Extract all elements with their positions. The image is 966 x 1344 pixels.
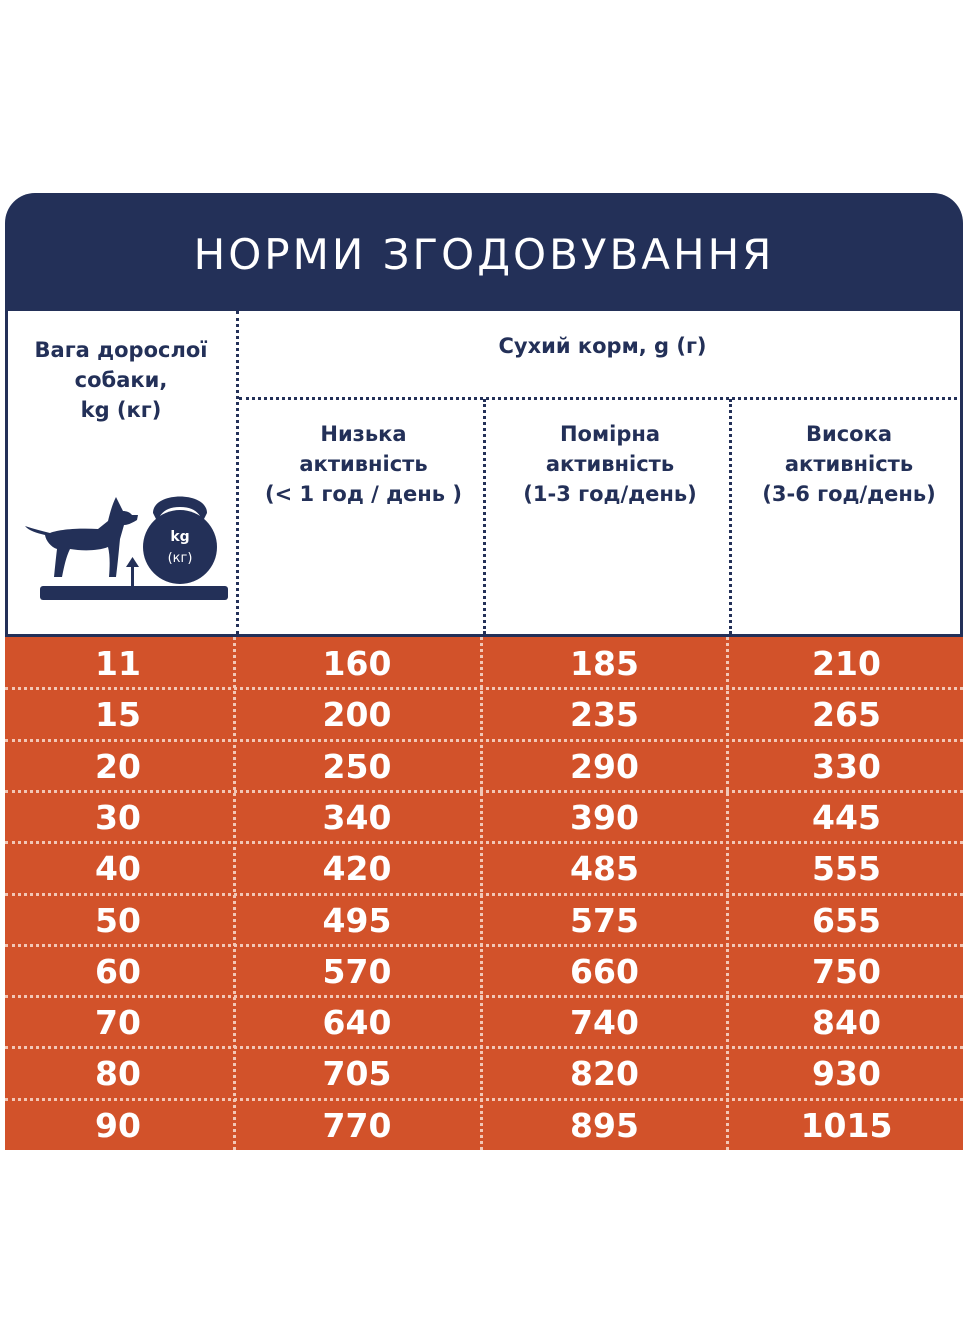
table-row: 80 705 820 930 <box>5 1047 963 1098</box>
portion-cell: 820 <box>570 1054 639 1094</box>
row-divider <box>5 841 963 845</box>
weight-cell: 20 <box>95 746 141 786</box>
row-divider <box>5 995 963 999</box>
header-bottom-border <box>5 634 963 637</box>
table-row: 50 495 575 655 <box>5 894 963 945</box>
table-row: 40 420 485 555 <box>5 842 963 893</box>
table-header: Вага дорослої собаки, kg (кг) kg (кг) <box>5 311 963 637</box>
portion-cell: 570 <box>322 951 392 991</box>
column-header-high: Висока активність (3-6 год/день) <box>735 419 963 509</box>
portion-cell: 250 <box>322 746 392 786</box>
portion-cell: 235 <box>570 695 639 735</box>
portion-cell: 750 <box>812 951 881 991</box>
weight-label-line: kg (кг) <box>80 398 162 422</box>
portion-cell: 555 <box>812 849 881 889</box>
portion-cell: 265 <box>812 695 881 735</box>
row-divider <box>5 892 963 896</box>
header-divider <box>483 399 486 634</box>
weight-cell: 30 <box>95 797 141 837</box>
row-divider <box>5 738 963 742</box>
portion-cell: 340 <box>322 797 392 837</box>
column-header-line: активність <box>299 452 428 476</box>
portion-cell: 420 <box>322 849 392 889</box>
dog-icon <box>25 497 138 577</box>
portion-cell: 575 <box>570 900 639 940</box>
column-header-line: Висока <box>805 422 893 446</box>
column-divider <box>233 637 236 1150</box>
header-divider <box>239 397 963 400</box>
portion-cell: 485 <box>570 849 639 889</box>
portion-cell: 390 <box>570 797 639 837</box>
row-divider <box>5 943 963 947</box>
column-divider <box>726 637 729 1150</box>
table-body: 11 160 185 210 15 200 235 265 20 250 290 330 30 340 39… <box>5 637 963 1150</box>
table-row: 30 340 390 445 <box>5 791 963 842</box>
portion-cell: 840 <box>812 1003 881 1043</box>
portion-cell: 185 <box>570 644 639 683</box>
weight-cell: 90 <box>95 1105 141 1145</box>
column-header-line: (3-6 год/день) <box>762 482 936 506</box>
column-header-line: активність <box>784 452 914 476</box>
kettlebell-kg-text: kg <box>170 529 189 545</box>
dog-on-scale-illustration: kg (кг) <box>25 496 228 600</box>
weight-cell: 80 <box>95 1054 141 1094</box>
kettlebell-icon: kg (кг) <box>143 496 217 584</box>
row-divider <box>5 1046 963 1050</box>
portion-cell: 290 <box>570 746 639 786</box>
column-header-line: активність <box>545 452 675 476</box>
portion-cell: 660 <box>570 951 639 991</box>
portion-cell: 330 <box>812 746 881 786</box>
scale-platform-icon <box>40 586 228 600</box>
portion-cell: 895 <box>570 1105 639 1145</box>
portion-cell: 770 <box>322 1105 392 1145</box>
portion-cell: 495 <box>322 900 392 940</box>
row-divider <box>5 1097 963 1101</box>
weight-cell: 50 <box>95 900 141 940</box>
portion-cell: 740 <box>570 1003 639 1043</box>
column-header-low: Низька активність (< 1 год / день ) <box>242 419 485 509</box>
weight-cell: 60 <box>95 951 141 991</box>
weight-label: Вага дорослої собаки, kg (кг) <box>16 335 226 425</box>
column-header-line: (1-3 год/день) <box>523 482 697 506</box>
table-row: 11 160 185 210 <box>5 637 963 688</box>
table-row: 15 200 235 265 <box>5 688 963 739</box>
table-row: 60 570 660 750 <box>5 945 963 996</box>
table-row: 90 770 895 1015 <box>5 1099 963 1150</box>
column-header-moderate: Помірна активність (1-3 год/день) <box>488 419 732 509</box>
weight-cell: 40 <box>95 849 141 889</box>
weight-cell: 11 <box>95 644 141 683</box>
portion-cell: 200 <box>322 695 392 735</box>
table-row: 20 250 290 330 <box>5 740 963 791</box>
table-row: 70 640 740 840 <box>5 996 963 1047</box>
kettlebell-kg-ua-text: (кг) <box>168 551 193 566</box>
table-title: НОРМИ ЗГОДОВУВАННЯ <box>5 193 963 311</box>
header-divider <box>236 311 239 634</box>
weight-label-line: Вага дорослої <box>34 338 208 362</box>
header-divider <box>729 399 732 634</box>
portion-cell: 930 <box>812 1054 881 1094</box>
portion-cell: 445 <box>812 797 881 837</box>
dry-food-label: Сухий корм, g (г) <box>498 334 707 358</box>
portion-cell: 160 <box>322 644 392 683</box>
portion-cell: 210 <box>812 644 881 683</box>
arrow-up-icon <box>126 557 139 586</box>
column-header-line: (< 1 год / день ) <box>265 482 462 506</box>
column-header-line: Помірна <box>559 422 661 446</box>
portion-cell: 705 <box>322 1054 392 1094</box>
portion-cell: 655 <box>812 900 881 940</box>
row-divider <box>5 687 963 691</box>
portion-cell: 640 <box>322 1003 392 1043</box>
column-header-line: Низька <box>320 422 407 446</box>
row-divider <box>5 789 963 793</box>
weight-label-line: собаки, <box>74 368 168 392</box>
weight-cell: 15 <box>95 695 141 735</box>
portion-cell: 1015 <box>800 1105 893 1145</box>
column-divider <box>480 637 483 1150</box>
weight-cell: 70 <box>95 1003 141 1043</box>
